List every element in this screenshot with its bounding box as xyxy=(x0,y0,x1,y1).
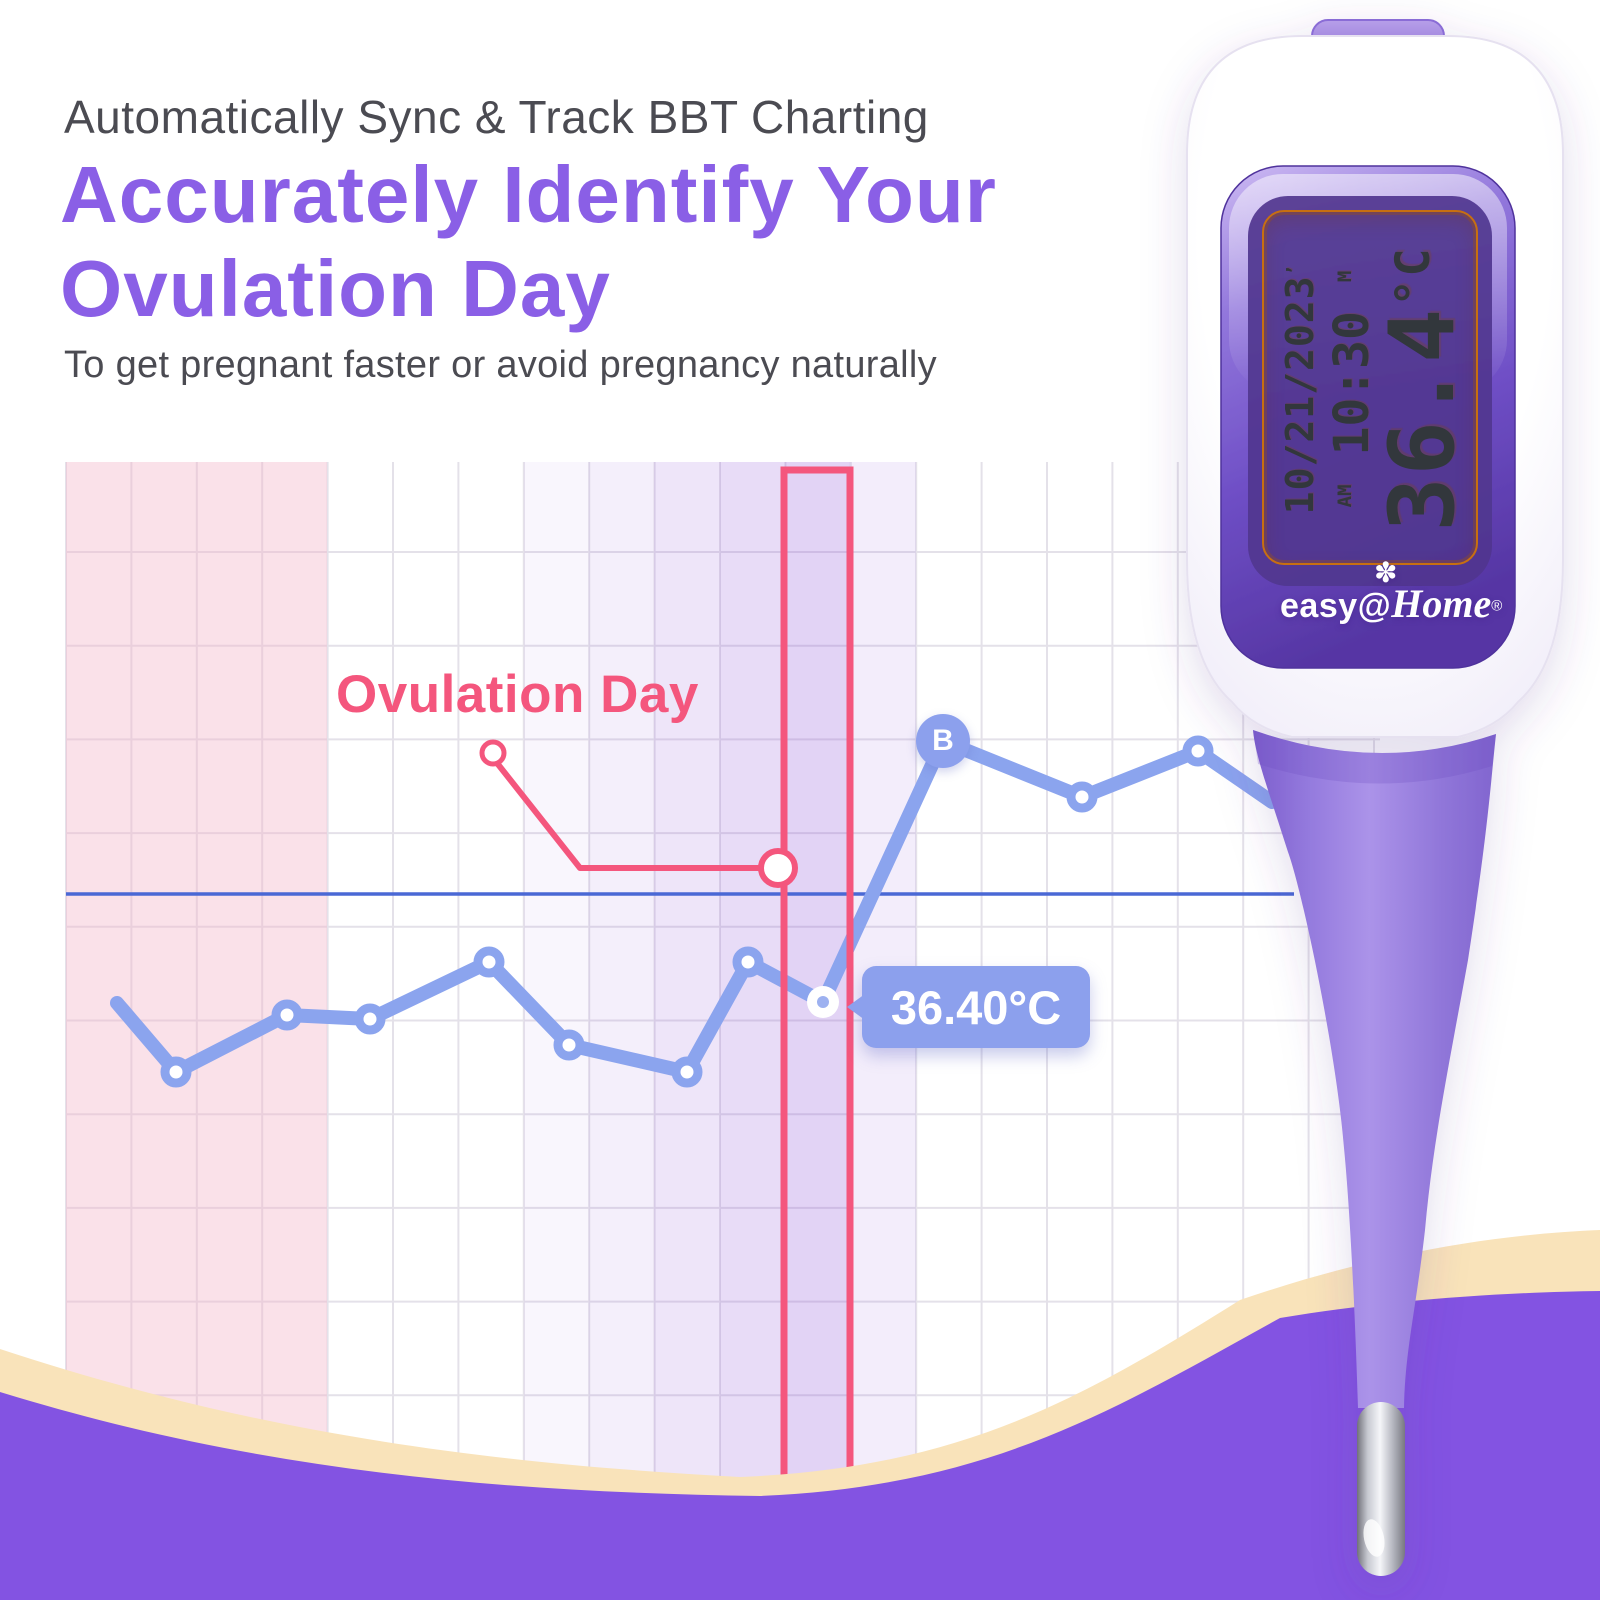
lcd-temperature: 36.4°C xyxy=(1370,246,1475,531)
thermometer-shaft xyxy=(1253,730,1496,1408)
kicker-text: Automatically Sync & Track BBT Charting xyxy=(64,91,929,143)
lcd-year-tick: ’ xyxy=(1283,263,1305,276)
temperature-tooltip-badge: 36.40°C xyxy=(862,966,1090,1048)
metal-tip-glint xyxy=(1363,1519,1385,1557)
b-data-point-marker: B xyxy=(916,714,970,768)
page-title-line1: Accurately Identify Your xyxy=(60,150,997,239)
lcd-date-value: 10/21/2023 xyxy=(1278,275,1323,515)
display-bezel xyxy=(1248,196,1492,586)
thermometer-collar-shade xyxy=(1253,730,1496,784)
page-title-line2: Ovulation Day xyxy=(60,244,611,334)
wave-purple-band xyxy=(0,1291,1600,1600)
lcd-readout: 10/21/2023’ AM 10:30 M 36.4°C xyxy=(1265,214,1479,564)
lcd-am-indicator: AM xyxy=(1334,484,1357,508)
lcd-temperature-value: 36.4 xyxy=(1370,306,1476,532)
brand-logo-home: Home xyxy=(1391,581,1492,626)
brand-logo: ✽ easy@Home® xyxy=(1280,557,1502,627)
registered-mark-icon: ® xyxy=(1491,597,1503,615)
page-title: Accurately Identify Your Ovulation Day xyxy=(60,148,997,337)
brand-logo-easy: easy@ xyxy=(1280,587,1392,625)
lcd-screen: 10/21/2023’ AM 10:30 M 36.4°C xyxy=(1262,210,1478,565)
lcd-memory-indicator: M xyxy=(1334,270,1357,283)
ovulation-day-label: Ovulation Day xyxy=(336,665,699,724)
flower-icon: ✽ xyxy=(1374,557,1398,588)
subtitle-text: To get pregnant faster or avoid pregnanc… xyxy=(64,344,937,386)
lcd-temperature-unit: °C xyxy=(1387,246,1442,307)
lcd-date: 10/21/2023’ xyxy=(1278,264,1322,515)
